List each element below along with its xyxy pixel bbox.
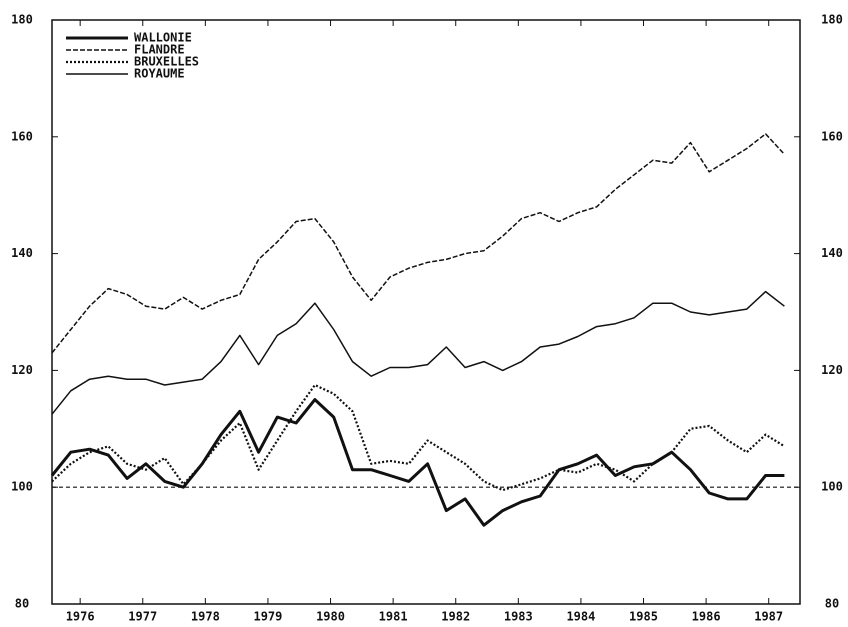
x-tick-label: 1984 bbox=[566, 610, 595, 624]
x-tick-label: 1986 bbox=[692, 610, 721, 624]
legend-label: FLANDRE bbox=[134, 43, 185, 57]
plot-frame bbox=[51, 19, 801, 605]
legend-label: WALLONIE bbox=[134, 31, 192, 45]
series-line bbox=[50, 398, 785, 527]
series-line bbox=[51, 290, 785, 415]
x-tick-label: 1987 bbox=[754, 610, 783, 624]
series-line bbox=[51, 383, 785, 492]
series-line bbox=[51, 133, 785, 354]
x-tick-label: 1979 bbox=[253, 610, 282, 624]
y2-tick-label: 160 bbox=[821, 129, 843, 143]
x-tick-label: 1985 bbox=[629, 610, 658, 624]
x-tick-label: 1983 bbox=[504, 610, 533, 624]
y-tick-label: 100 bbox=[11, 480, 33, 494]
x-tick-label: 1981 bbox=[379, 610, 408, 624]
legend-label: ROYAUME bbox=[134, 67, 185, 81]
y-tick-label: 140 bbox=[11, 246, 33, 260]
y2-tick-label: 140 bbox=[821, 246, 843, 260]
y-tick-label: 80 bbox=[15, 597, 29, 611]
y-tick-label: 120 bbox=[11, 363, 33, 377]
y-tick-label: 160 bbox=[11, 129, 33, 143]
legend-label: BRUXELLES bbox=[134, 55, 199, 69]
y2-tick-label: 100 bbox=[821, 480, 843, 494]
x-tick-label: 1978 bbox=[191, 610, 220, 624]
y2-tick-label: 180 bbox=[821, 13, 843, 27]
x-tick-label: 1976 bbox=[66, 610, 95, 624]
x-tick-label: 1980 bbox=[316, 610, 345, 624]
y-tick-label: 180 bbox=[11, 13, 33, 27]
y2-tick-label: 120 bbox=[821, 363, 843, 377]
x-tick-label: 1982 bbox=[441, 610, 470, 624]
y2-tick-label: 80 bbox=[825, 597, 839, 611]
x-tick-label: 1977 bbox=[128, 610, 157, 624]
